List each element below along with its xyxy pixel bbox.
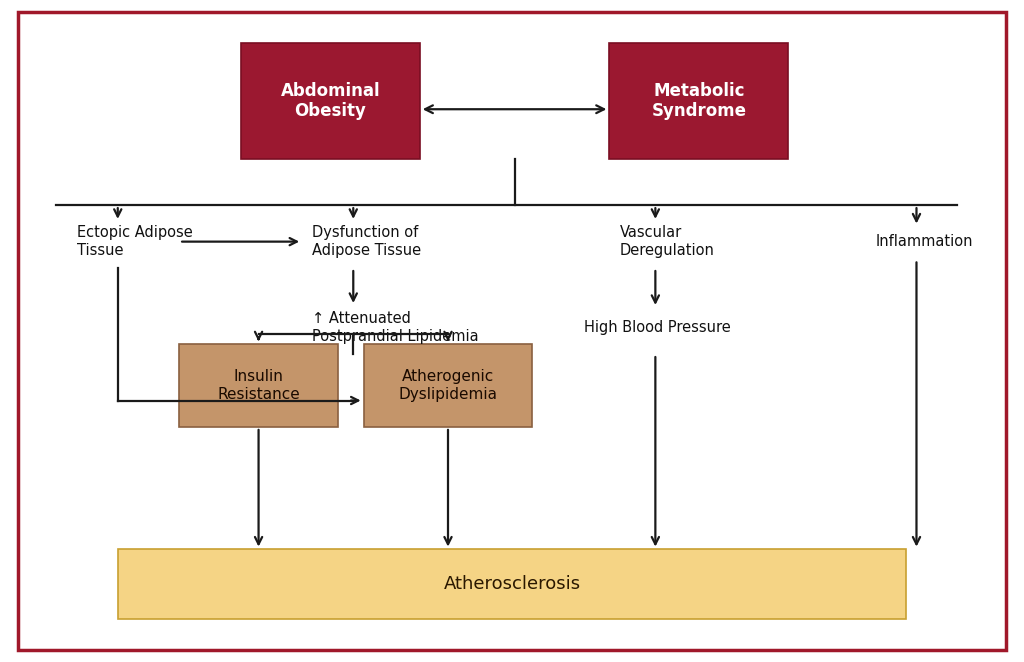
Text: Inflammation: Inflammation <box>876 234 973 249</box>
Text: High Blood Pressure: High Blood Pressure <box>584 320 730 335</box>
Text: Atherosclerosis: Atherosclerosis <box>443 575 581 593</box>
FancyBboxPatch shape <box>609 43 788 159</box>
FancyBboxPatch shape <box>118 549 906 619</box>
Text: Atherogenic
Dyslipidemia: Atherogenic Dyslipidemia <box>398 369 498 402</box>
Text: Dysfunction of
Adipose Tissue: Dysfunction of Adipose Tissue <box>312 226 422 258</box>
Text: Abdominal
Obesity: Abdominal Obesity <box>281 81 380 120</box>
FancyBboxPatch shape <box>364 344 532 427</box>
Text: Ectopic Adipose
Tissue: Ectopic Adipose Tissue <box>77 226 193 258</box>
Text: Insulin
Resistance: Insulin Resistance <box>217 369 300 402</box>
Text: Metabolic
Syndrome: Metabolic Syndrome <box>651 81 746 120</box>
FancyBboxPatch shape <box>241 43 420 159</box>
Text: Vascular
Deregulation: Vascular Deregulation <box>620 226 715 258</box>
FancyBboxPatch shape <box>179 344 338 427</box>
Text: ↑ Attenuated
Postprandial Lipidemia: ↑ Attenuated Postprandial Lipidemia <box>312 312 479 344</box>
